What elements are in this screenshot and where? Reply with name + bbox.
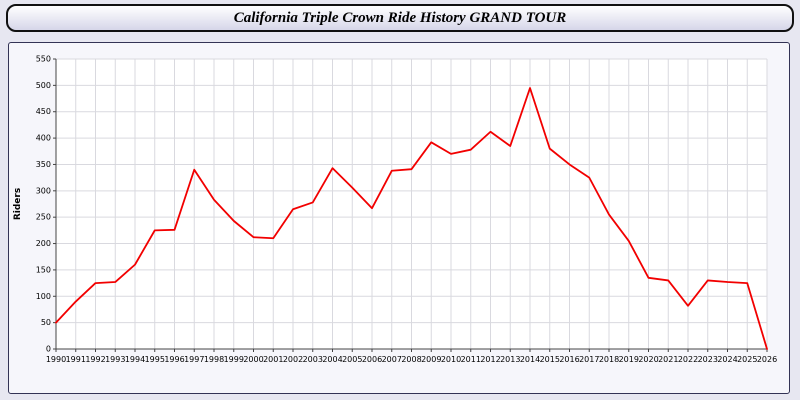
svg-text:2003: 2003 xyxy=(303,355,323,364)
svg-text:1993: 1993 xyxy=(105,355,125,364)
svg-text:1990: 1990 xyxy=(46,355,66,364)
svg-text:1991: 1991 xyxy=(66,355,86,364)
svg-text:1996: 1996 xyxy=(164,355,184,364)
svg-text:1998: 1998 xyxy=(204,355,224,364)
window-titlebar: California Triple Crown Ride History GRA… xyxy=(6,4,794,32)
svg-text:2012: 2012 xyxy=(480,355,500,364)
svg-text:1994: 1994 xyxy=(125,355,145,364)
svg-text:2011: 2011 xyxy=(461,355,481,364)
svg-text:2019: 2019 xyxy=(619,355,639,364)
svg-text:2008: 2008 xyxy=(401,355,421,364)
svg-text:2025: 2025 xyxy=(737,355,757,364)
svg-text:1995: 1995 xyxy=(145,355,165,364)
svg-text:2023: 2023 xyxy=(698,355,718,364)
svg-text:550: 550 xyxy=(36,55,51,64)
svg-text:2024: 2024 xyxy=(717,355,737,364)
svg-text:2016: 2016 xyxy=(559,355,579,364)
svg-text:2018: 2018 xyxy=(599,355,619,364)
y-axis-title: Riders xyxy=(13,188,23,220)
svg-text:2015: 2015 xyxy=(540,355,560,364)
riders-series-line xyxy=(55,87,768,350)
svg-text:500: 500 xyxy=(36,81,51,90)
svg-text:2013: 2013 xyxy=(500,355,520,364)
svg-text:450: 450 xyxy=(36,107,51,116)
svg-text:2002: 2002 xyxy=(283,355,303,364)
svg-text:50: 50 xyxy=(41,318,51,327)
svg-text:1992: 1992 xyxy=(85,355,105,364)
svg-text:1997: 1997 xyxy=(184,355,204,364)
svg-text:2007: 2007 xyxy=(382,355,402,364)
x-axis-tick-labels: 1990 1991 1992 1993 1994 1995 1996 1997 1998 1999… xyxy=(46,355,777,364)
svg-text:2005: 2005 xyxy=(342,355,362,364)
chart-panel: 0 50 100 150 200 250 300 350 400 450 500 550 1990 199… xyxy=(8,42,790,394)
svg-text:2017: 2017 xyxy=(579,355,599,364)
svg-text:2022: 2022 xyxy=(678,355,698,364)
y-axis-tick-labels: 0 50 100 150 200 250 300 350 400 450 500 550 xyxy=(36,55,51,354)
svg-text:2009: 2009 xyxy=(421,355,441,364)
svg-text:2014: 2014 xyxy=(520,355,540,364)
svg-text:1999: 1999 xyxy=(224,355,244,364)
svg-text:2026: 2026 xyxy=(757,355,777,364)
axes xyxy=(53,58,768,352)
gridlines xyxy=(55,58,768,350)
svg-text:2004: 2004 xyxy=(322,355,342,364)
svg-text:2001: 2001 xyxy=(263,355,283,364)
svg-text:2006: 2006 xyxy=(362,355,382,364)
svg-text:2021: 2021 xyxy=(658,355,678,364)
svg-text:150: 150 xyxy=(36,265,51,274)
svg-text:300: 300 xyxy=(36,186,51,195)
svg-text:2010: 2010 xyxy=(441,355,461,364)
svg-text:200: 200 xyxy=(36,239,51,248)
chart-title: California Triple Crown Ride History GRA… xyxy=(233,9,567,26)
svg-text:350: 350 xyxy=(36,160,51,169)
svg-text:2020: 2020 xyxy=(638,355,658,364)
svg-text:0: 0 xyxy=(46,345,51,354)
svg-text:400: 400 xyxy=(36,134,51,143)
svg-text:250: 250 xyxy=(36,213,51,222)
svg-text:2000: 2000 xyxy=(243,355,263,364)
svg-text:100: 100 xyxy=(36,292,51,301)
